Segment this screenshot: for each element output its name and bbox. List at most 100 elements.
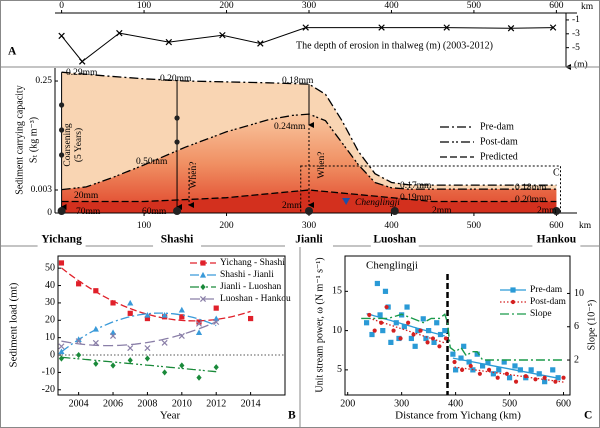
y-axis-label: Unit stream power, ω (N m⁻¹ s⁻¹) [314, 257, 325, 392]
x-tick-label: 300 [394, 398, 409, 409]
point [127, 299, 134, 306]
x-axis-label: Year [160, 410, 181, 422]
annotation: 0.50mm [136, 157, 168, 167]
legend-label: Pre-dam [480, 121, 514, 132]
y-tick-label: 40 [45, 280, 55, 291]
point [443, 336, 448, 341]
label-bg [37, 233, 86, 247]
point [398, 336, 403, 341]
point [431, 339, 437, 345]
x-tick-label: 300 [302, 221, 317, 231]
label-bg [153, 233, 202, 247]
y-tick-label: -20 [42, 384, 55, 395]
annotation: 2mm [537, 206, 557, 216]
point [372, 328, 377, 333]
point [219, 31, 226, 39]
point [213, 305, 219, 311]
location-mark [342, 198, 351, 205]
point [391, 328, 396, 333]
x-tick-label: 2010 [172, 398, 192, 409]
point [423, 335, 429, 342]
legend-label: Slope [530, 309, 552, 319]
x-tick-label: 2004 [69, 398, 89, 409]
point [434, 320, 440, 326]
line [61, 189, 557, 203]
annotation: When? [189, 162, 199, 189]
point [425, 340, 430, 345]
point [144, 355, 151, 362]
annotation: 0.17mm [400, 181, 432, 191]
annotation: Coarsening [63, 123, 73, 167]
y-tick-label: 10 [332, 325, 342, 336]
point [374, 280, 380, 287]
y-tick-label: 30 [45, 297, 55, 308]
point [404, 304, 410, 310]
legend-marker [200, 260, 206, 266]
point [127, 345, 134, 352]
x-unit: km [581, 2, 594, 12]
point [367, 312, 372, 317]
trend-line [369, 317, 447, 344]
point [382, 288, 389, 294]
point [248, 315, 254, 322]
point [466, 359, 472, 365]
legend-label: Pre-dam [530, 285, 563, 295]
chart-title: Chenglingji [366, 260, 418, 272]
point [144, 315, 151, 322]
annotation: 0.18mm [515, 183, 547, 193]
area [61, 114, 557, 213]
point [474, 351, 480, 357]
trend-line [452, 357, 559, 379]
point [76, 281, 82, 287]
legend-marker [200, 283, 206, 291]
point [411, 332, 416, 337]
point [412, 343, 418, 349]
point [127, 357, 133, 364]
y-tick-label: 5 [337, 364, 342, 375]
point [384, 304, 389, 310]
point [549, 24, 557, 31]
point [507, 25, 515, 32]
annotation: 2mm [432, 206, 452, 216]
y-tick-label: -10 [42, 367, 55, 378]
point [406, 320, 411, 325]
annotation: 0.29mm [66, 68, 98, 78]
station [173, 207, 182, 215]
point [179, 314, 185, 320]
point [408, 335, 414, 342]
y-tick-label: 0 [50, 349, 55, 360]
annotations: 0.29mm 0.20mm 0.18mm 0.24mm 0.50mm 20mm … [63, 68, 560, 217]
y-tick-label: 0 [47, 208, 52, 218]
point [461, 343, 467, 349]
station-label: Jianli [295, 234, 323, 246]
point [468, 363, 473, 369]
station [552, 207, 561, 215]
x-tick-label: 400 [384, 1, 399, 11]
x-tick-label: 2014 [241, 398, 261, 409]
point [420, 316, 426, 322]
point [378, 24, 385, 31]
annotation: 0.24mm [274, 122, 306, 132]
point [485, 359, 491, 365]
point [196, 319, 202, 325]
point [213, 364, 219, 371]
x-tick-label: 200 [219, 1, 234, 11]
line [61, 71, 557, 186]
point [369, 331, 375, 338]
point [477, 371, 482, 376]
point [496, 367, 502, 373]
point [58, 32, 65, 40]
point [58, 260, 65, 266]
point [93, 360, 99, 367]
annotation: 0.20mm [160, 74, 192, 84]
y-axis-label: Sediment carrying capacity [14, 85, 25, 194]
point [195, 329, 203, 336]
point [450, 351, 456, 357]
point [415, 328, 421, 334]
x-tick-label: 300 [302, 1, 317, 11]
y-axis-label: Sₜ (kg m⁻³) [28, 117, 39, 163]
y-tick-label: 0.25 [35, 76, 52, 86]
point [458, 355, 464, 361]
x-tick-label: 500 [467, 1, 482, 11]
